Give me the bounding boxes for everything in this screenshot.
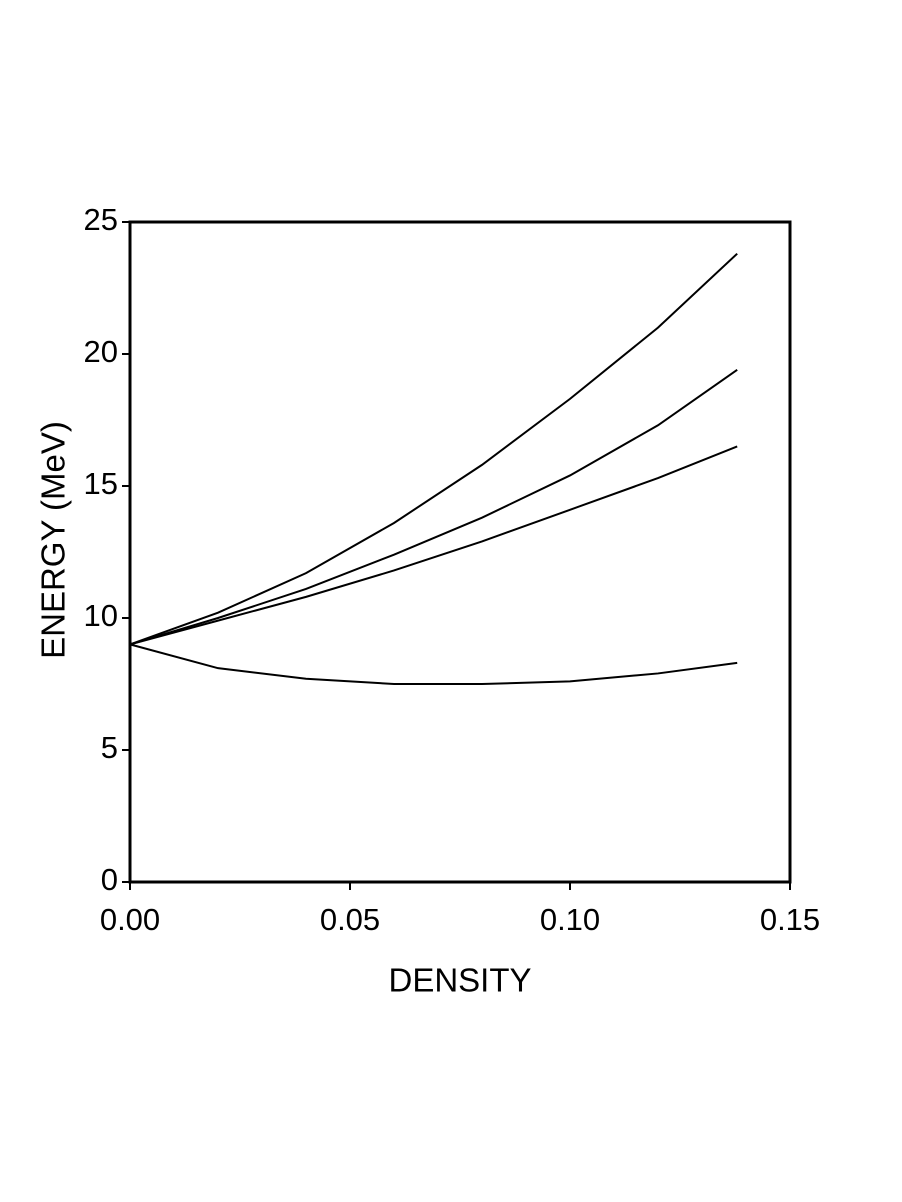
x-tick-label: 0.00 [100, 902, 160, 937]
plot-frame [128, 220, 792, 884]
series-line [129, 445, 738, 646]
y-tick-label: 25 [84, 202, 118, 237]
y-tick-label: 20 [84, 334, 118, 369]
y-tick-label: 5 [101, 730, 118, 765]
x-tick-label: 0.10 [540, 902, 600, 937]
y-tick-label: 15 [84, 466, 118, 501]
series-line [129, 369, 738, 646]
series-line [129, 643, 738, 685]
x-tick-label: 0.05 [320, 902, 380, 937]
y-axis-label: ENERGY (MeV) [35, 421, 72, 659]
y-tick-label: 10 [84, 598, 118, 633]
series-line [129, 252, 738, 646]
x-tick-label: 0.15 [760, 902, 820, 937]
y-tick-label: 0 [101, 862, 118, 897]
x-axis-label: DENSITY [388, 962, 531, 999]
